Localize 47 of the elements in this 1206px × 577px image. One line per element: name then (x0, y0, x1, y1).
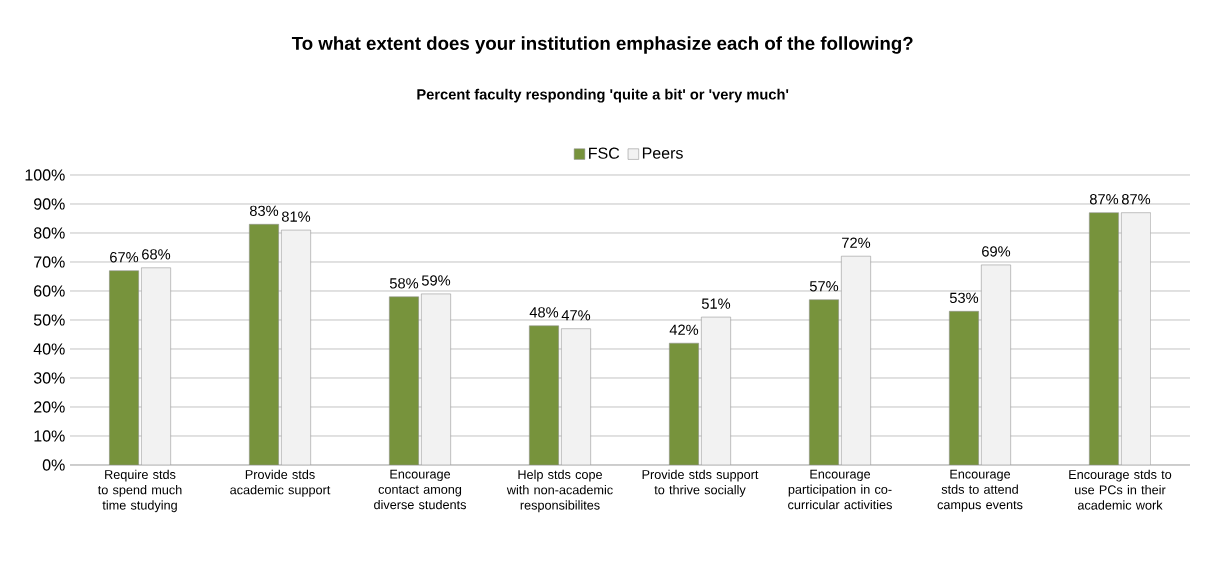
y-tick-label: 0% (42, 459, 65, 471)
data-label: 48% (529, 307, 559, 318)
data-label: 59% (421, 275, 451, 286)
data-label: 69% (982, 246, 1011, 257)
x-tick-label: Encourage participation in co-curricular activities (788, 469, 892, 510)
data-label: 57% (809, 281, 839, 292)
data-label: 68% (142, 249, 171, 260)
bar (949, 311, 979, 465)
bar (809, 299, 839, 465)
data-label: 87% (1089, 194, 1119, 205)
x-tick-label: Help stds cope with non-academic responsibilites (506, 469, 613, 513)
bar (669, 342, 699, 465)
y-tick-label: 60% (34, 285, 65, 297)
bar (109, 270, 139, 465)
legend-label: Peers (642, 147, 683, 159)
bar (389, 296, 419, 465)
data-label: 42% (669, 324, 699, 335)
bar (529, 325, 559, 465)
x-tick-label: Encourage stds to attend campus events (937, 469, 1023, 512)
y-tick-label: 100% (25, 169, 65, 181)
bar (1089, 212, 1119, 465)
data-label: 83% (249, 205, 279, 217)
x-tick-label: Encourage contact among diverse students (374, 469, 466, 510)
data-label: 51% (701, 298, 731, 309)
x-tick-label: Provide stds academic support (230, 469, 331, 497)
y-tick-label: 20% (34, 401, 65, 413)
y-tick-label: 40% (33, 343, 65, 355)
y-tick-label: 50% (33, 314, 65, 326)
chart-title: To what extent does your institution emphasize each of the following? (291, 36, 913, 54)
data-label: 81% (281, 211, 311, 222)
y-tick-label: 10% (34, 430, 65, 442)
data-label: 72% (842, 237, 871, 248)
y-tick-label: 70% (34, 256, 65, 268)
bar (249, 224, 279, 465)
chart-subtitle: Percent faculty responding 'quite a bit' or 'very much' (417, 88, 789, 103)
x-tick-label: Require stds to spend much time studying (97, 469, 182, 513)
data-label: 67% (110, 252, 139, 263)
data-label: 58% (389, 278, 419, 289)
y-tick-label: 90% (34, 198, 65, 210)
y-tick-label: 80% (33, 227, 65, 239)
x-tick-label: Encourage stds to use PCs in their academic work (1069, 469, 1172, 510)
data-label: 87% (1121, 194, 1151, 205)
data-label: 47% (561, 310, 591, 321)
legend-label: FSC (589, 147, 620, 159)
y-tick-label: 30% (33, 372, 65, 384)
data-label: 53% (949, 292, 979, 304)
x-tick-label: Provide stds support to thrive socially (642, 469, 759, 497)
